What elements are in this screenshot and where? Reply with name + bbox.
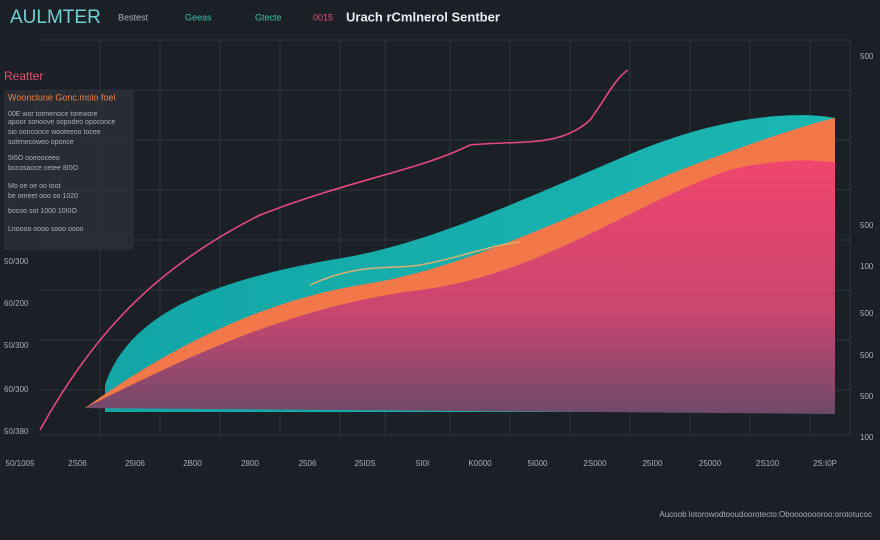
axis-label: 25I0S [355,459,376,468]
axis-label: 5I000 [527,459,548,468]
axis-label: 500 [860,351,874,360]
axis-label: 2S:I0P [813,459,837,468]
axis-label: 60/200 [4,299,29,308]
footer: Aucoob lotorowodtooudoorotecto:Obooooooo… [659,510,872,519]
page-title: Urach rCmlnerol Sentber [346,9,500,24]
panel-line: solenecoweo oponce [8,139,74,146]
nav-item[interactable]: Geeas [185,12,212,22]
panel-line: bocoo sot 1000 10I0O [8,208,77,215]
axis-label: 100 [860,262,874,271]
panel-line: bocosaoce cetee 8I0O [8,165,79,172]
axis-label: 5I0I [416,459,429,468]
panel-line: 5I6O ooeooceeo [8,155,60,162]
bottom-axis: 50/1005 2S06 25I06 2B00 2800 2506 25I0S 5I0I K00… [6,459,837,468]
axis-label: K0000 [468,459,492,468]
nav-item[interactable]: 0015 [313,12,333,22]
panel-line: Lnoooo oooo sooo oooo [8,226,84,233]
axis-label: 500 [860,392,874,401]
info-panel [4,90,134,250]
axis-label: 25I00 [642,459,663,468]
axis-label: 2S000 [583,459,607,468]
axis-label: 2S100 [756,459,780,468]
nav-item[interactable]: Gtecte [255,12,282,22]
axis-label: 50/300 [4,257,29,266]
axis-label: 2800 [241,459,259,468]
panel-line: Mo oe oe oo toot [8,183,61,190]
nav-item[interactable]: Bestest [118,12,149,22]
trend-line [39,69,629,431]
axis-label: 60/300 [4,385,29,394]
axis-label: 100 [860,433,874,442]
panel-label: Reatter [4,69,43,83]
axis-label: 25I06 [125,459,146,468]
axis-label: 50/300 [4,341,29,350]
axis-label: 500 [860,221,874,230]
axis-label: 2506 [299,459,317,468]
brand: AULMTER [10,7,101,28]
right-axis: 500 500 100 500 500 500 100 [860,52,874,442]
panel-line: 00E wor totmenoce torewore [8,111,98,118]
axis-label: 2S06 [68,459,87,468]
panel-line: be omeet ooo oo 1020 [8,193,78,200]
axis-label: 2B00 [183,459,202,468]
panel-line: apoor sonoove sopodeo opoconce [8,119,116,126]
highlight-line [309,241,521,286]
panel-line: sio oonconce wooteeoo tocee [8,129,101,136]
panel-heading: Woonclune Gonc.mslo foel [8,92,115,102]
pink-area [85,160,835,414]
axis-label: 500 [860,309,874,318]
axis-label: 50/1005 [6,459,35,468]
left-axis: 50/300 60/200 50/300 60/300 50/380 [4,257,29,436]
axis-label: 500 [860,52,874,61]
axis-label: 25000 [699,459,722,468]
axis-label: 50/380 [4,427,29,436]
